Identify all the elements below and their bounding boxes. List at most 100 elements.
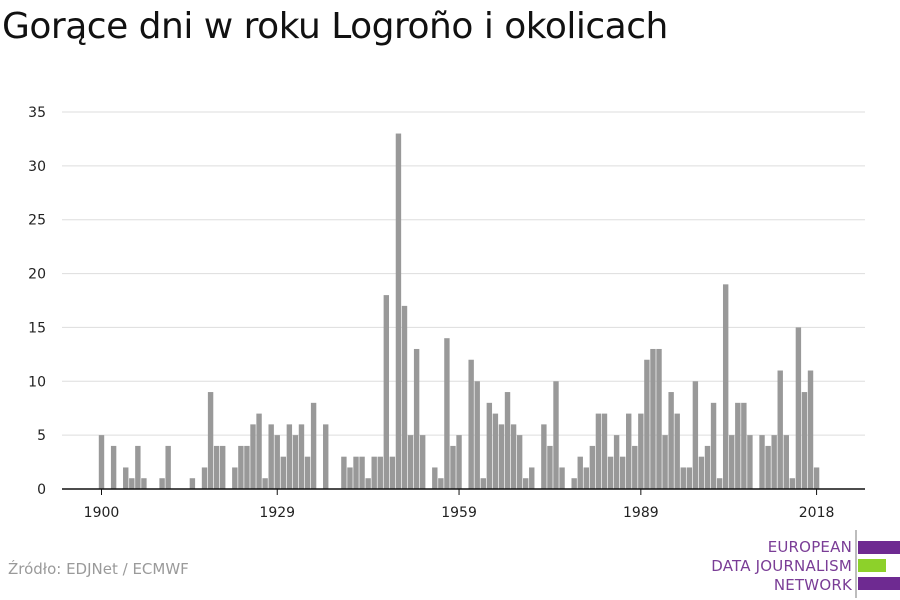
bar-1963	[480, 478, 486, 489]
bar-1964	[486, 402, 493, 489]
bar-1989	[638, 413, 644, 489]
bar-1990	[644, 359, 650, 489]
x-tick-label: 1959	[441, 505, 477, 520]
bar-1911	[165, 445, 171, 489]
bar-1962	[474, 381, 480, 489]
x-tick-label: 1929	[259, 505, 295, 520]
bar-2005	[735, 402, 741, 489]
bar-1929	[274, 435, 280, 489]
logo-bar-top	[858, 541, 900, 554]
bar-1940	[341, 456, 347, 489]
bar-1979	[577, 456, 583, 489]
bar-2012	[777, 370, 783, 489]
bar-1927	[262, 478, 268, 489]
y-tick-label: 10	[28, 374, 46, 390]
x-tick-label: 1989	[623, 505, 659, 520]
bar-1948	[389, 456, 396, 489]
bar-1988	[632, 445, 638, 489]
bar-1917	[201, 467, 208, 489]
bar-2014	[789, 478, 796, 489]
bar-1974	[547, 445, 553, 489]
bar-1987	[626, 413, 632, 489]
bar-1941	[347, 467, 353, 489]
logo-line-2: DATA JOURNALISM	[711, 557, 852, 575]
bar-1992	[656, 348, 662, 489]
bar-1923	[238, 445, 244, 489]
bar-1931	[286, 424, 293, 489]
x-tick-label: 1900	[84, 505, 120, 520]
bar-1986	[619, 456, 626, 489]
bar-1970	[523, 478, 529, 489]
bar-1991	[650, 348, 656, 489]
bar-1915	[189, 478, 196, 489]
source-note: Źródło: EDJNet / ECMWF	[8, 560, 189, 578]
bar-1969	[516, 435, 523, 489]
bar-chart: 0 5 10 15 20 25 30 35 1900 1929 1959 1989 2018	[28, 105, 865, 520]
bar-1996	[680, 467, 686, 489]
bar-2017	[807, 370, 814, 489]
bar-1955	[432, 467, 438, 489]
bar-1985	[613, 435, 620, 489]
logo-divider	[855, 530, 857, 598]
bar-1975	[553, 381, 559, 489]
bar-1951	[407, 435, 414, 489]
y-tick-label: 30	[28, 159, 46, 175]
y-tick-label: 5	[37, 428, 46, 444]
bar-1993	[662, 435, 668, 489]
bar-2002	[716, 478, 723, 489]
bar-1983	[601, 413, 608, 489]
bar-1978	[571, 478, 577, 489]
logo-bar-bottom	[858, 577, 900, 590]
bar-1918	[207, 392, 214, 489]
bar-2006	[741, 402, 747, 489]
bar-1997	[686, 467, 693, 489]
bar-2004	[729, 435, 735, 489]
bar-2003	[722, 284, 729, 489]
bar-1922	[232, 467, 238, 489]
x-tick-labels: 1900 1929 1959 1989 2018	[84, 489, 835, 520]
logo-bar-middle	[858, 559, 886, 572]
y-tick-label: 25	[28, 213, 46, 229]
y-tick-label: 20	[28, 267, 46, 283]
bar-2018	[813, 467, 820, 489]
bar-1952	[413, 348, 420, 489]
bar-1942	[353, 456, 359, 489]
bar-1907	[141, 478, 147, 489]
gridlines	[62, 111, 865, 436]
bar-1973	[541, 424, 547, 489]
y-tick-label: 15	[28, 320, 46, 336]
bar-1958	[450, 445, 456, 489]
bar-1926	[256, 413, 262, 489]
bar-1980	[583, 467, 589, 489]
bar-1910	[159, 478, 165, 489]
bar-1998	[692, 381, 699, 489]
bar-1981	[589, 445, 596, 489]
x-tick-label: 2018	[799, 505, 835, 520]
bar-2013	[783, 435, 789, 489]
edjnet-logo: EUROPEAN DATA JOURNALISM NETWORK	[705, 530, 900, 598]
bar-1924	[244, 445, 250, 489]
bar-1959	[456, 435, 462, 489]
bar-1902	[110, 445, 117, 489]
bar-2016	[801, 392, 808, 489]
bar-2010	[765, 445, 771, 489]
bar-2009	[759, 435, 765, 489]
bar-1995	[674, 413, 680, 489]
logo-line-1: EUROPEAN	[767, 538, 852, 556]
bar-1947	[383, 295, 390, 489]
bar-1950	[401, 305, 408, 489]
bars	[98, 133, 820, 490]
bar-1943	[359, 456, 365, 489]
bar-2007	[747, 435, 753, 489]
logo-line-3: NETWORK	[773, 576, 852, 594]
bar-1953	[419, 435, 426, 489]
bar-1965	[492, 413, 499, 489]
y-tick-label: 35	[28, 105, 46, 121]
bar-1906	[135, 445, 141, 489]
bar-1920	[220, 445, 226, 489]
bar-1928	[268, 424, 274, 489]
bar-1956	[438, 478, 444, 489]
bar-2000	[704, 445, 711, 489]
bar-1932	[292, 435, 299, 489]
bar-1900	[98, 435, 105, 489]
